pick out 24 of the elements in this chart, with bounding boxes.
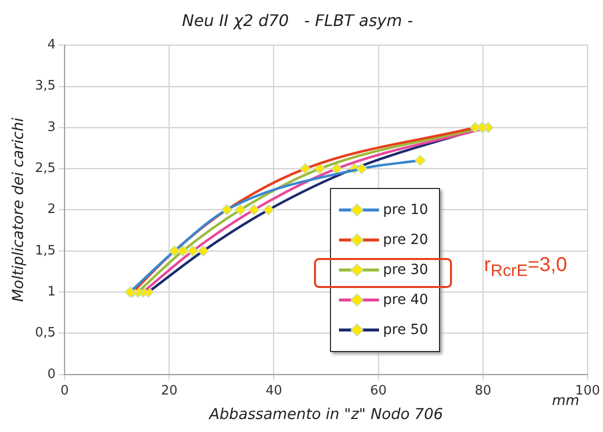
y-tick-label: 2,5 bbox=[34, 161, 56, 176]
y-tick-label: 0 bbox=[47, 366, 56, 382]
y-tick-label: 4 bbox=[47, 38, 56, 53]
y-tick-label: 2 bbox=[47, 202, 56, 218]
y-tick-label: 3 bbox=[47, 120, 56, 135]
y-tick-label: 1,5 bbox=[34, 243, 56, 258]
y-tick-label: 0,5 bbox=[34, 326, 56, 341]
legend-label: pre 40 bbox=[383, 292, 428, 308]
chart-title: Neu II χ2 d70 - FLBT asym - bbox=[182, 10, 414, 30]
x-tick-label: 0 bbox=[60, 384, 69, 399]
legend-label: pre 30 bbox=[383, 262, 428, 278]
x-tick-label: 80 bbox=[474, 384, 492, 399]
x-tick-label: 20 bbox=[160, 384, 178, 399]
y-tick-label: 1 bbox=[47, 284, 56, 300]
y-tick-label: 3,5 bbox=[34, 78, 56, 94]
x-tick-label: 60 bbox=[370, 384, 387, 399]
y-axis-title: Moltiplicatore dei carichi bbox=[8, 116, 27, 302]
annotation: r$_{RcrE}$=3,0 bbox=[484, 254, 568, 281]
x-axis-title: Abbassamento in "z" Nodo 706 bbox=[208, 404, 444, 423]
legend-label: pre 10 bbox=[383, 202, 428, 218]
legend-label: pre 20 bbox=[383, 232, 428, 248]
text: mm bbox=[552, 393, 580, 409]
x-tick-label: 40 bbox=[266, 384, 282, 399]
legend-label: pre 50 bbox=[383, 322, 428, 338]
